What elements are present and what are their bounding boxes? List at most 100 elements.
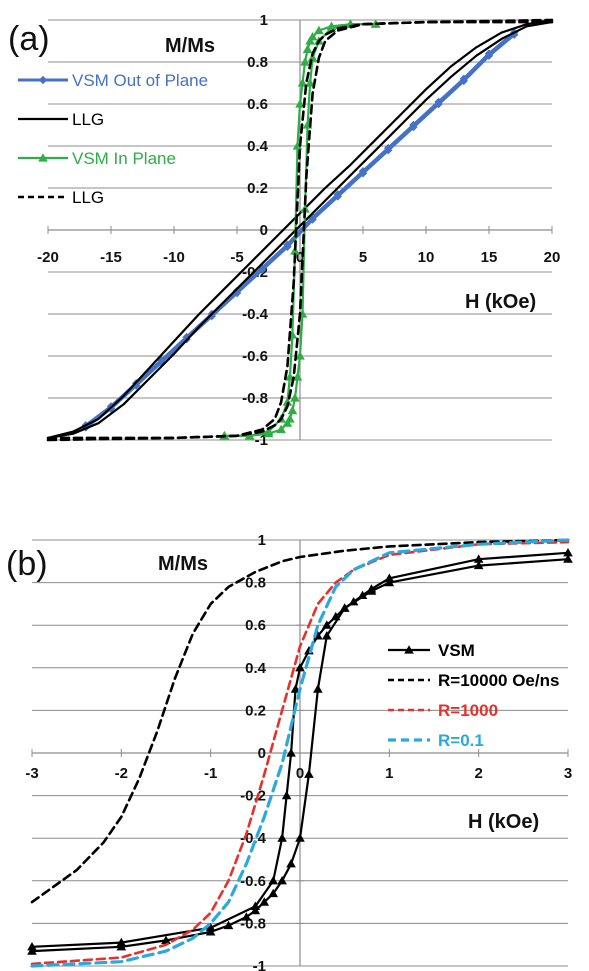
data-point-marker [322,631,332,640]
legend-label: LLG [72,110,104,129]
data-point-marker [333,192,342,201]
data-point-marker [302,44,313,53]
panel-label: (b) [6,545,48,583]
data-point-marker [268,876,278,885]
x-tick-label: 5 [359,249,367,266]
data-point-marker [459,76,468,86]
y-axis-label: M/Ms [158,553,208,575]
series-line [46,18,554,440]
x-tick-label: -1 [204,765,217,782]
x-tick-label: -3 [25,765,38,782]
data-point-marker [300,57,310,66]
data-point-marker [207,311,216,321]
x-tick-label: 1 [385,765,393,782]
data-point-marker [268,888,278,898]
y-tick-label: -1 [253,958,266,971]
data-point-marker [285,414,295,423]
x-tick-label: 10 [418,249,435,266]
data-point-marker [283,242,292,251]
legend-marker [38,153,48,162]
data-point-marker [313,684,323,693]
y-tick-label: -0.2 [240,788,266,805]
data-point-marker [281,790,292,800]
y-tick-label: 0.6 [245,617,266,634]
legend-label: R=1000 [438,701,498,720]
y-tick-label: 0.2 [247,180,268,197]
series-line [30,538,570,904]
data-point-marker [295,833,305,842]
y-tick-label: 0.4 [245,660,267,677]
data-point-marker [409,122,418,132]
y-tick-label: 0.8 [245,575,266,592]
legend-label: LLG [72,188,104,207]
data-point-marker [286,748,296,757]
data-point-marker [304,769,314,778]
data-point-marker [563,554,573,563]
data-point-marker [295,663,305,672]
data-point-marker [277,833,287,842]
data-point-marker [295,99,305,108]
data-point-marker [563,547,573,557]
legend-label: VSM Out of Plane [72,71,208,90]
data-point-marker [305,78,315,87]
x-tick-label: 3 [564,765,572,782]
x-tick-label: 2 [474,765,482,782]
x-tick-label: -20 [37,249,59,266]
data-point-marker [250,905,261,915]
data-point-marker [259,897,270,906]
data-point-marker [366,586,377,595]
data-point-marker [473,560,484,570]
legend-label: R=0.1 [438,731,484,750]
y-axis-label: M/Ms [165,35,215,57]
data-point-marker [290,393,300,402]
x-tick-label: -10 [163,249,185,266]
y-tick-label: -0.8 [242,390,268,407]
data-point-marker [322,620,332,629]
x-tick-label: -5 [230,249,243,266]
data-point-marker [357,590,368,599]
series-line [84,33,516,429]
x-tick-label: 0 [296,765,304,782]
data-point-marker [295,351,305,360]
data-point-marker [286,858,296,868]
y-tick-label: 0.4 [247,138,269,155]
y-tick-label: 0.6 [247,96,268,113]
x-tick-label: 20 [544,249,561,266]
x-tick-label: -15 [100,249,122,266]
data-point-marker [384,146,393,155]
series-line [46,21,554,439]
data-point-marker [244,431,255,440]
y-tick-label: 0.2 [245,702,266,719]
data-point-marker [258,265,267,275]
x-axis-label: H (kOe) [465,291,536,313]
data-point-marker [290,684,301,693]
legend-marker [38,75,48,85]
data-point-marker [116,942,127,951]
data-point-marker [510,30,519,39]
data-point-marker [161,935,171,945]
data-point-marker [484,51,494,60]
x-tick-label: 0 [296,249,304,266]
data-point-marker [358,169,368,178]
y-tick-label: -0.6 [240,873,266,890]
data-point-marker [384,573,395,582]
x-tick-label: 15 [481,249,498,266]
panel-b: -3 -2 -1 0 1 2 310.80.60.40.20-0.2-0.4-0.6-0.8… [6,532,573,971]
legend-label: R=10000 Oe/ns [438,671,559,690]
y-tick-label: -0.4 [242,306,269,323]
data-point-marker [241,912,252,921]
data-point-marker [434,99,443,109]
legend-marker [404,645,414,654]
data-point-marker [292,372,303,381]
data-point-marker [205,927,216,936]
data-point-marker [384,577,395,587]
y-tick-label: 0 [260,222,268,239]
legend-label: VSM [438,641,475,660]
data-point-marker [223,920,234,930]
data-point-marker [307,53,318,62]
y-tick-label: 1 [260,12,268,29]
series-line [30,538,570,968]
y-tick-label: 0 [258,745,266,762]
data-point-marker [282,397,293,406]
